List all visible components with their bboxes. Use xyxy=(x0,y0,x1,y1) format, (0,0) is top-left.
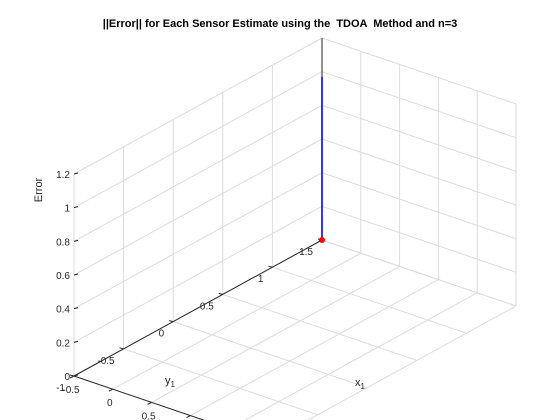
floor-grid-line-x xyxy=(307,305,517,420)
z-tick-label: 0.8 xyxy=(56,237,70,248)
data-point-marker xyxy=(319,237,325,243)
left-wall-grid-line-z xyxy=(73,205,323,343)
y-axis-label: y1 xyxy=(165,375,176,389)
floor-grid-line-y xyxy=(173,321,368,389)
y-tick-mark xyxy=(69,374,75,377)
x-tick-label: -0.5 xyxy=(62,385,80,396)
right-wall-grid-line-z xyxy=(321,37,517,105)
x-axis-line xyxy=(73,375,205,420)
x-tick-mark xyxy=(186,415,191,419)
floor-grid-line-y xyxy=(272,266,467,334)
floor-grid-line-y xyxy=(123,348,318,416)
y-tick-mark xyxy=(268,265,273,268)
x-tick-label: 0 xyxy=(107,398,113,409)
z-tick-label: 1 xyxy=(64,204,70,215)
z-tick-label: 1.2 xyxy=(56,170,70,181)
y-tick-label: 0 xyxy=(159,329,165,340)
left-wall-grid-line-z xyxy=(73,37,323,175)
y-tick-label: 1 xyxy=(258,274,264,285)
y-tick-label: -1 xyxy=(56,383,65,394)
z-tick-mark xyxy=(73,206,79,209)
y-tick-mark xyxy=(169,320,174,323)
y-tick-label: -0.5 xyxy=(97,356,115,367)
grid-layer xyxy=(73,37,517,420)
left-wall-grid-line-z xyxy=(73,172,323,310)
right-wall-grid-line-z xyxy=(321,239,517,307)
left-wall-grid-line-z xyxy=(73,138,323,276)
right-wall-grid-line-z xyxy=(321,138,517,206)
data-layer xyxy=(319,76,325,243)
floor-grid-line-y xyxy=(222,293,417,361)
z-axis-label: Error xyxy=(33,177,45,202)
z-tick-mark xyxy=(73,340,79,343)
z-tick-mark xyxy=(73,273,79,276)
z-tick-label: 0.4 xyxy=(56,305,70,316)
tick-labels: -0.500.511.52-1-0.500.511.500.20.40.60.8… xyxy=(56,170,313,420)
y-tick-label: 0.5 xyxy=(200,301,214,312)
z-tick-mark xyxy=(73,307,79,310)
z-tick-label: 0.6 xyxy=(56,271,70,282)
y-tick-mark xyxy=(119,347,124,350)
right-wall-grid-line-z xyxy=(321,172,517,240)
x-tick-label: 0.5 xyxy=(142,411,156,420)
x-tick-mark xyxy=(147,401,152,405)
z-tick-mark xyxy=(73,239,79,242)
floor-grid-line-x xyxy=(244,292,478,420)
y-tick-mark xyxy=(218,292,223,295)
floor-grid-line-x xyxy=(190,279,439,417)
right-wall-grid-line-z xyxy=(321,104,517,172)
z-tick-label: 0.2 xyxy=(56,338,70,349)
z-tick-mark xyxy=(73,172,79,175)
axis-labels: x1 y1 Error xyxy=(33,177,366,391)
floor-grid-line-x xyxy=(112,252,362,390)
z-tick-mark xyxy=(73,374,79,377)
left-wall-grid-line-z xyxy=(73,104,323,242)
x-axis-label: x1 xyxy=(355,377,366,391)
chart-title: ||Error|| for Each Sensor Estimate using… xyxy=(102,18,458,30)
y-axis-line xyxy=(73,239,323,377)
z-tick-label: 0 xyxy=(64,372,70,383)
right-wall-grid-line-z xyxy=(321,71,517,139)
left-wall-grid-line-z xyxy=(73,71,323,209)
y-tick-label: 1.5 xyxy=(299,247,313,258)
floor-grid-line-x xyxy=(151,265,400,403)
x-tick-mark xyxy=(108,388,114,392)
right-wall-grid-line-z xyxy=(321,205,517,273)
